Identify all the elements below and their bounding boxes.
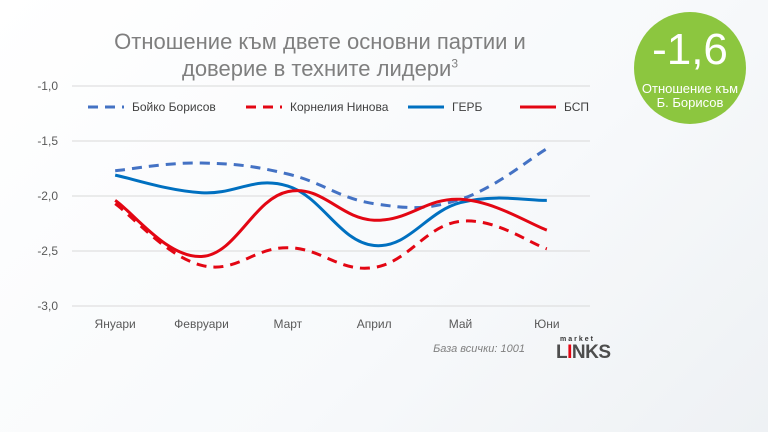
- x-tick-label: Февруари: [174, 317, 229, 331]
- x-tick-label: Юни: [534, 317, 559, 331]
- series-line: [114, 202, 548, 270]
- chart-legend: Бойко Борисов Корнелия Нинова ГЕРБ БСП: [88, 100, 589, 114]
- sample-base-note: База всички: 1001: [433, 343, 525, 355]
- score-badge: -1,6 Отношение към Б. Борисов: [634, 12, 746, 124]
- x-tick-label: Март: [273, 317, 302, 331]
- y-tick-label: -2,5: [37, 244, 58, 258]
- legend-label: Бойко Борисов: [132, 100, 216, 114]
- logo-big-red: I: [567, 342, 572, 363]
- badge-label: Отношение към Б. Борисов: [634, 82, 746, 110]
- chart-title: Отношение към двете основни партии и дов…: [90, 28, 550, 82]
- chart-title-line2-text: доверие в техните лидери: [181, 56, 452, 81]
- logo-big-prefix: L: [556, 342, 568, 363]
- logo-small-text: market: [560, 336, 595, 343]
- legend-label: ГЕРБ: [452, 100, 483, 114]
- chart-title-line2: доверие в техните лидери3: [90, 55, 550, 82]
- chart-title-line1: Отношение към двете основни партии и: [114, 29, 526, 54]
- market-links-logo: market LINKS: [556, 336, 626, 366]
- series-line: [114, 173, 547, 248]
- chart-grid: [72, 85, 590, 307]
- y-tick-label: -1,5: [37, 134, 58, 148]
- chart-series: [114, 147, 548, 270]
- y-tick-label: -1,0: [37, 79, 58, 93]
- logo-big-text: LINKS: [556, 342, 611, 364]
- badge-value: -1,6: [652, 25, 728, 74]
- legend-label: Корнелия Нинова: [290, 100, 389, 114]
- y-tick-label: -3,0: [37, 299, 58, 313]
- y-axis-ticks: -1,0 -1,5 -2,0 -2,5 -3,0: [37, 79, 58, 313]
- y-tick-label: -2,0: [37, 189, 58, 203]
- logo-big-suffix: NKS: [571, 342, 611, 363]
- x-axis-ticks: Януари Февруари Март Април Май Юни: [95, 317, 560, 331]
- title-footnote-marker: 3: [451, 56, 459, 71]
- series-line: [115, 147, 548, 210]
- badge-label-line2: Б. Борисов: [656, 95, 724, 110]
- series-line: [114, 189, 548, 259]
- x-tick-label: Април: [357, 317, 392, 331]
- legend-label: БСП: [564, 100, 589, 114]
- badge-label-line1: Отношение към: [641, 81, 739, 96]
- x-tick-label: Май: [449, 317, 473, 331]
- x-tick-label: Януари: [95, 317, 136, 331]
